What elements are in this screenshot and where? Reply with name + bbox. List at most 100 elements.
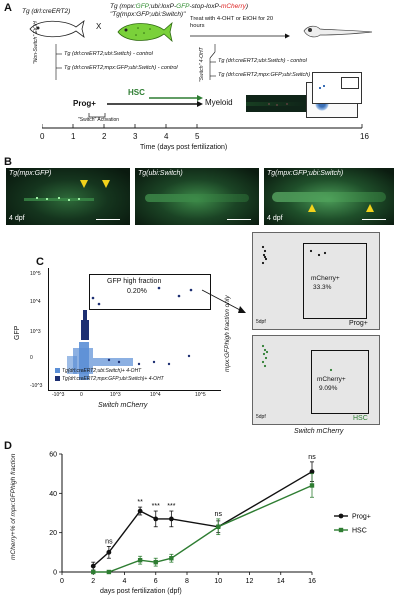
panel-d-letter: D	[4, 440, 12, 452]
cross-right-genotype: Tg (mpx:GFP;ubi:loxP-GFP-stop-loxP-mCher…	[110, 3, 249, 10]
fish-right-icon	[117, 21, 173, 43]
lineage-arrows	[107, 95, 203, 107]
gfp-high-gate	[89, 274, 211, 310]
panel-c-xtick: 10^5	[195, 392, 206, 398]
prog-gated-plot: mCherry+ 33.3% Prog+ 5dpf	[252, 232, 380, 330]
x-tick-label: 8	[185, 578, 189, 585]
legend-marker-Prog+	[338, 513, 344, 519]
panel-c-ytick: -10^3	[30, 383, 43, 389]
image-mpx-gfp-age: 4 dpf	[9, 215, 25, 222]
data-point-HSC	[153, 559, 158, 565]
panel-c-xtick: 10^4	[150, 392, 161, 398]
significance-label: ***	[152, 503, 160, 510]
x-tick-label: 6	[154, 578, 158, 585]
panel-c-main-scatter: GFP high fraction 0.20% Tg(drl:creERT2;u…	[48, 268, 221, 391]
x-tick-label: 0	[60, 578, 64, 585]
panel-a-fluorescence-image	[246, 95, 306, 112]
image-mpx-gfp-title: Tg(mpx:GFP)	[9, 170, 52, 177]
x-tick-label: 2	[91, 578, 95, 585]
series-line-Prog+	[92, 471, 313, 567]
data-point-HSC	[309, 483, 315, 488]
switch-genotype-2: Tg (drl:creERT2;mpx:GFP;ubi:Switch)	[218, 72, 311, 78]
y-tick-label: 0	[53, 570, 57, 577]
x-tick-label: 4	[123, 578, 127, 585]
timeline-tick-5: 5	[195, 132, 200, 141]
timeline-label: Time (days post fertilization)	[140, 144, 228, 151]
hsc-mcherry-gate-value: 9.09%	[319, 385, 338, 392]
image-mpx-gfp: Tg(mpx:GFP) 4 dpf	[6, 168, 130, 225]
x-tick-label: 12	[246, 578, 254, 585]
image-mpx-gfp-ubi-switch-age: 4 dpf	[267, 215, 283, 222]
hsc-age-label: 5dpf	[256, 414, 266, 420]
legend-entry-1: Tg(drl:creERT2;ubi:Switch)+ 4-OHT	[55, 368, 141, 375]
cross-left-genotype: Tg (drl:creERT2)	[22, 8, 71, 15]
panel-b-letter: B	[4, 156, 12, 168]
panel-c-ytick: 10^5	[30, 271, 41, 277]
data-point-HSC	[106, 569, 112, 575]
image-ubi-switch: Tg(ubi:Switch)	[135, 168, 259, 225]
prog-group-label: Prog+	[349, 320, 368, 327]
data-point-Prog+	[153, 516, 159, 522]
data-point-Prog+	[137, 508, 143, 514]
timeline-tick-1: 1	[71, 132, 76, 141]
legend-marker-HSC	[338, 527, 344, 533]
panel-a-flow-plot-2	[312, 72, 362, 104]
data-point-HSC	[137, 558, 143, 563]
nonswitch-label: "Non-Switch" EtOH	[33, 21, 39, 64]
panel-d-ylabel: mCherry+% of mpx:GFPhigh fraction	[10, 453, 17, 560]
panel-d-xlabel: days post fertilization (dpf)	[100, 588, 182, 595]
panel-a-letter: A	[4, 2, 12, 14]
significance-label: ns	[308, 454, 316, 461]
image-ubi-switch-title: Tg(ubi:Switch)	[138, 170, 183, 177]
right-ylabel: mpx:GFPhigh fraction only	[224, 295, 231, 372]
right-xlabel: Switch mCherry	[294, 428, 344, 435]
myeloid-label: Myeloid	[205, 98, 233, 107]
timeline-tick-2: 2	[102, 132, 107, 141]
panel-c-xlabel: Switch mCherry	[98, 402, 148, 409]
timeline-tick-16: 16	[360, 132, 369, 141]
data-point-Prog+	[90, 563, 96, 569]
fish-left-icon	[29, 20, 85, 38]
data-point-HSC	[216, 524, 221, 529]
x-tick-label: 16	[308, 578, 316, 585]
panel-c-xtick: 10^3	[110, 392, 121, 398]
hsc-gated-plot: mCherry+ 9.09% HSC 5dpf	[252, 335, 380, 425]
prog-mcherry-gate-value: 33.3%	[313, 284, 332, 291]
timeline-tick-0: 0	[40, 132, 45, 141]
panel-c-xtick: 0	[80, 392, 83, 398]
significance-label: **	[137, 499, 143, 506]
timeline-tick-4: 4	[164, 132, 169, 141]
significance-label: ***	[167, 503, 175, 510]
y-tick-label: 20	[49, 530, 57, 537]
prog-age-label: 5dpf	[256, 319, 266, 325]
image-mpx-gfp-ubi-switch-title: Tg(mpx:GFP;ubi:Switch)	[267, 170, 344, 177]
x-tick-label: 10	[214, 578, 222, 585]
switch-genotype-1: Tg (drl:creERT2;ubi:Switch) - control	[218, 58, 307, 64]
prog-label: Prog+	[73, 99, 96, 108]
legend-entry-2: Tg(drl:creERT2;mpx:GFP;ubi:Switch)+ 4-OH…	[55, 376, 164, 383]
gfp-high-gate-label: GFP high fraction	[107, 278, 162, 285]
image-mpx-gfp-ubi-switch: Tg(mpx:GFP;ubi:Switch) 4 dpf	[264, 168, 394, 225]
panel-c-letter: C	[36, 256, 44, 268]
larva-icon	[303, 25, 373, 38]
panel-c-ylabel: GFP	[14, 325, 21, 340]
legend-label-HSC: HSC	[352, 528, 367, 535]
data-point-HSC	[169, 556, 174, 561]
hsc-mcherry-gate-label: mCherry+	[317, 376, 346, 383]
switch-label: "Switch" 4-OHT	[199, 47, 205, 82]
data-point-Prog+	[309, 469, 315, 475]
bracket-lines	[55, 44, 216, 80]
cross-x: X	[96, 22, 102, 31]
hsc-mcherry-gate	[311, 350, 369, 414]
gfp-high-gate-value: 0.20%	[127, 288, 147, 295]
panel-c-ytick: 10^4	[30, 299, 41, 305]
switch-activation-label: "Switch" Activation	[78, 117, 120, 123]
cross-right-alias: "Tg(mpx:GFP;ubi:Switch)"	[110, 11, 186, 18]
nonswitch-genotype-1: Tg (drl:creERT2;ubi:Switch) - control	[64, 51, 153, 57]
prog-mcherry-gate	[303, 243, 367, 319]
prog-mcherry-gate-label: mCherry+	[311, 275, 340, 282]
data-point-HSC	[91, 569, 96, 575]
hsc-group-label: HSC	[353, 415, 368, 422]
panel-c-xtick: -10^3	[52, 392, 65, 398]
